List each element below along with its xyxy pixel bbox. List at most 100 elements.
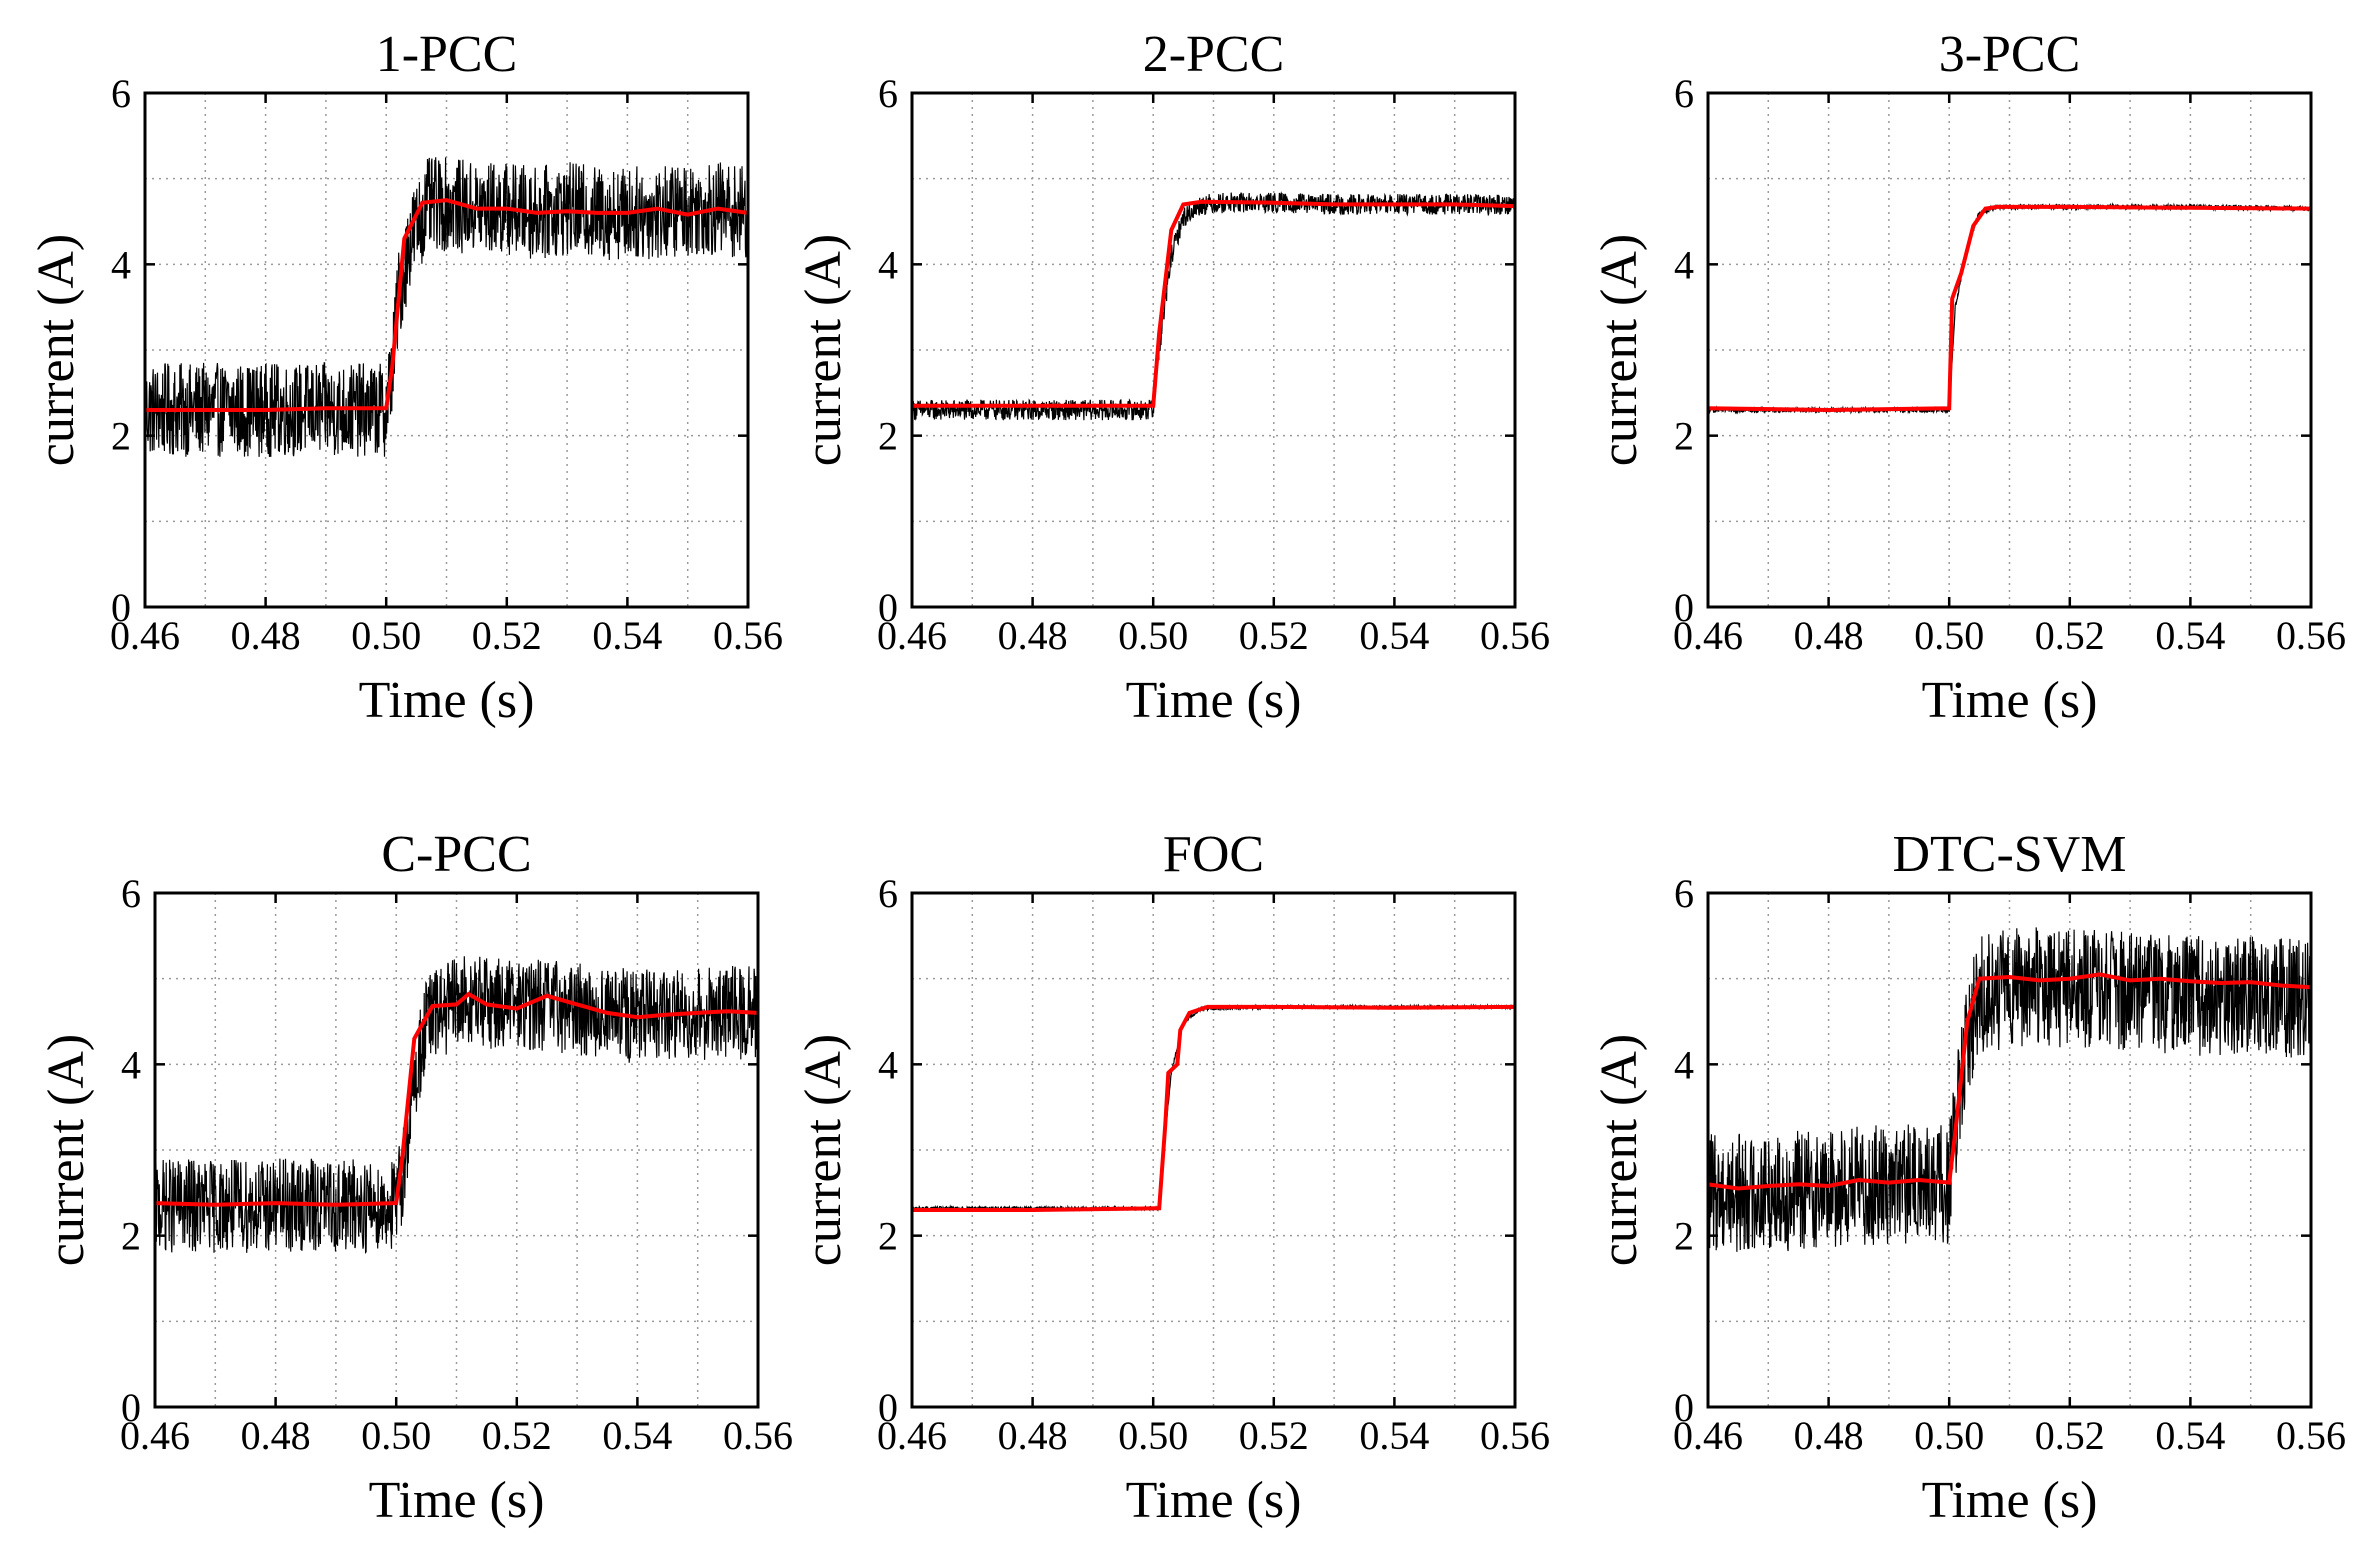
y-tick-label: 0 <box>121 1385 141 1430</box>
x-tick-label: 0.46 <box>110 613 180 658</box>
x-tick-label: 0.46 <box>877 613 947 658</box>
x-tick-label: 0.48 <box>998 1413 1068 1458</box>
x-tick-label: 0.46 <box>877 1413 947 1458</box>
x-tick-label: 0.48 <box>241 1413 311 1458</box>
y-axis-label: current (A) <box>1591 1034 1648 1266</box>
y-tick-label: 6 <box>878 871 898 916</box>
x-axis-label: Time (s) <box>1126 1472 1302 1529</box>
x-tick-label: 0.54 <box>2155 1413 2225 1458</box>
y-tick-label: 6 <box>1674 71 1694 116</box>
x-tick-label: 0.46 <box>120 1413 190 1458</box>
x-tick-label: 0.52 <box>482 1413 552 1458</box>
x-tick-label: 0.54 <box>592 613 662 658</box>
chart-panel-dtc-svm: DTC-SVM 0.46 0.48 0.50 0.52 0.54 0.56 0 2 4 6 Time … <box>1591 826 2346 1529</box>
x-tick-label: 0.48 <box>1794 1413 1864 1458</box>
chart-panel-3-pcc: 3-PCC 0.46 0.48 0.50 0.52 0.54 0.56 0 2 4 6 Time (s… <box>1591 26 2346 729</box>
x-tick-label: 0.52 <box>2035 613 2105 658</box>
y-tick-label: 0 <box>878 585 898 630</box>
x-axis-label: Time (s) <box>369 1472 545 1529</box>
y-tick-label: 4 <box>121 1042 141 1087</box>
y-tick-label: 6 <box>121 871 141 916</box>
x-axis-label: Time (s) <box>359 672 535 729</box>
x-tick-label: 0.52 <box>1239 613 1309 658</box>
series-measured <box>1708 927 2311 1252</box>
chart-panel-2-pcc: 2-PCC 0.46 0.48 0.50 0.52 0.54 0.56 0 2 4 6 Time (s… <box>795 26 1550 729</box>
y-axis-label: current (A) <box>1591 234 1648 466</box>
series-reference <box>155 991 758 1207</box>
series-reference <box>1708 972 2311 1191</box>
y-tick-label: 0 <box>1674 1385 1694 1430</box>
x-tick-label: 0.56 <box>2276 613 2346 658</box>
series-reference <box>912 199 1515 408</box>
chart-panel-c-pcc: C-PCC 0.46 0.48 0.50 0.52 0.54 0.56 0 2 4 6 Time (s… <box>38 826 793 1529</box>
series-measured <box>912 1003 1515 1213</box>
series-reference <box>1708 204 2311 413</box>
x-tick-label: 0.48 <box>1794 613 1864 658</box>
plot-frame <box>1706 91 2313 609</box>
chart-title: DTC-SVM <box>1892 826 2126 883</box>
y-tick-label: 0 <box>1674 585 1694 630</box>
y-tick-label: 0 <box>878 1385 898 1430</box>
chart-title: 1-PCC <box>376 26 518 83</box>
chart-title: FOC <box>1163 826 1264 883</box>
chart-panel-1-pcc: 1-PCC 0.46 0.48 0.50 0.52 0.54 0.56 0 2 4 6 Time (s… <box>28 26 783 729</box>
series-measured <box>145 157 748 457</box>
x-tick-label: 0.50 <box>361 1413 431 1458</box>
y-tick-label: 4 <box>878 1042 898 1087</box>
plot-frame <box>153 891 760 1409</box>
x-tick-label: 0.52 <box>472 613 542 658</box>
x-tick-label: 0.50 <box>351 613 421 658</box>
x-tick-label: 0.56 <box>2276 1413 2346 1458</box>
y-axis-label: current (A) <box>28 234 85 466</box>
chart-panel-foc: FOC 0.46 0.48 0.50 0.52 0.54 0.56 0 2 4 6 Time (s) c… <box>795 826 1550 1529</box>
plot-frame <box>143 91 750 609</box>
x-tick-label: 0.48 <box>998 613 1068 658</box>
x-tick-label: 0.56 <box>1480 1413 1550 1458</box>
plot-frame <box>910 891 1517 1409</box>
series-reference <box>912 1004 1515 1212</box>
series-reference <box>145 198 748 412</box>
y-tick-label: 6 <box>1674 871 1694 916</box>
chart-title: 2-PCC <box>1143 26 1285 83</box>
chart-title: C-PCC <box>381 826 531 883</box>
x-tick-label: 0.54 <box>1359 1413 1429 1458</box>
y-tick-label: 2 <box>1674 1214 1694 1259</box>
x-axis-label: Time (s) <box>1922 672 2098 729</box>
x-tick-label: 0.52 <box>2035 1413 2105 1458</box>
x-tick-label: 0.46 <box>1673 613 1743 658</box>
y-axis-label: current (A) <box>795 234 852 466</box>
x-tick-label: 0.56 <box>713 613 783 658</box>
x-tick-label: 0.48 <box>231 613 301 658</box>
x-tick-label: 0.56 <box>723 1413 793 1458</box>
x-tick-label: 0.50 <box>1914 613 1984 658</box>
y-tick-label: 2 <box>1674 414 1694 459</box>
y-tick-label: 2 <box>878 1214 898 1259</box>
y-tick-label: 4 <box>1674 242 1694 287</box>
y-tick-label: 4 <box>1674 1042 1694 1087</box>
y-tick-label: 2 <box>121 1214 141 1259</box>
y-tick-label: 6 <box>878 71 898 116</box>
x-tick-label: 0.54 <box>602 1413 672 1458</box>
x-axis-label: Time (s) <box>1922 1472 2098 1529</box>
y-tick-label: 4 <box>878 242 898 287</box>
x-tick-label: 0.54 <box>1359 613 1429 658</box>
x-tick-label: 0.50 <box>1118 1413 1188 1458</box>
x-tick-label: 0.52 <box>1239 1413 1309 1458</box>
x-tick-label: 0.46 <box>1673 1413 1743 1458</box>
x-tick-label: 0.50 <box>1914 1413 1984 1458</box>
y-tick-label: 0 <box>111 585 131 630</box>
plot-frame <box>910 91 1517 609</box>
y-tick-label: 4 <box>111 242 131 287</box>
y-tick-label: 2 <box>878 414 898 459</box>
chart-title: 3-PCC <box>1939 26 2081 83</box>
y-tick-label: 6 <box>111 71 131 116</box>
y-tick-label: 2 <box>111 414 131 459</box>
y-axis-label: current (A) <box>38 1034 95 1266</box>
y-axis-label: current (A) <box>795 1034 852 1266</box>
x-tick-label: 0.50 <box>1118 613 1188 658</box>
plot-frame <box>1706 891 2313 1409</box>
x-tick-label: 0.56 <box>1480 613 1550 658</box>
x-axis-label: Time (s) <box>1126 672 1302 729</box>
x-tick-label: 0.54 <box>2155 613 2225 658</box>
